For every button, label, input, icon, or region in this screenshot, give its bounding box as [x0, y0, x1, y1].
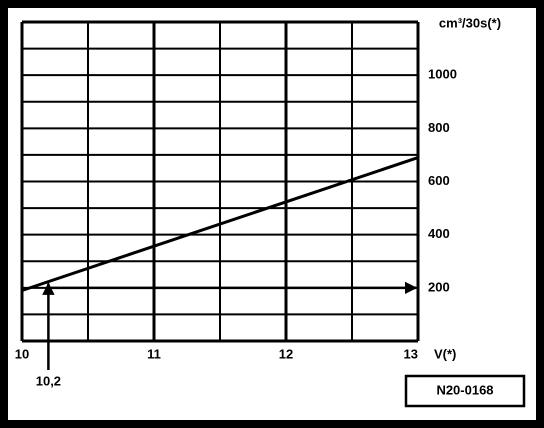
x-tick-label: 13 — [404, 346, 418, 361]
figure-code: N20-0168 — [436, 382, 493, 397]
y-tick-label: 400 — [428, 226, 450, 241]
x-tick-label: 10 — [15, 346, 29, 361]
y-tick-label: 200 — [428, 279, 450, 294]
data-line — [21, 156, 419, 292]
y-tick-label: 800 — [428, 120, 450, 135]
x-tick-label: 11 — [147, 346, 161, 361]
y-axis-label: cm³/30s(*) — [439, 15, 501, 30]
y-tick-label: 600 — [428, 173, 450, 188]
annotation-label: 10,2 — [36, 373, 61, 388]
code-box — [404, 374, 526, 408]
x-axis-label: V(*) — [434, 346, 456, 361]
x-tick-label: 12 — [279, 346, 293, 361]
y-tick-label: 1000 — [428, 67, 457, 82]
